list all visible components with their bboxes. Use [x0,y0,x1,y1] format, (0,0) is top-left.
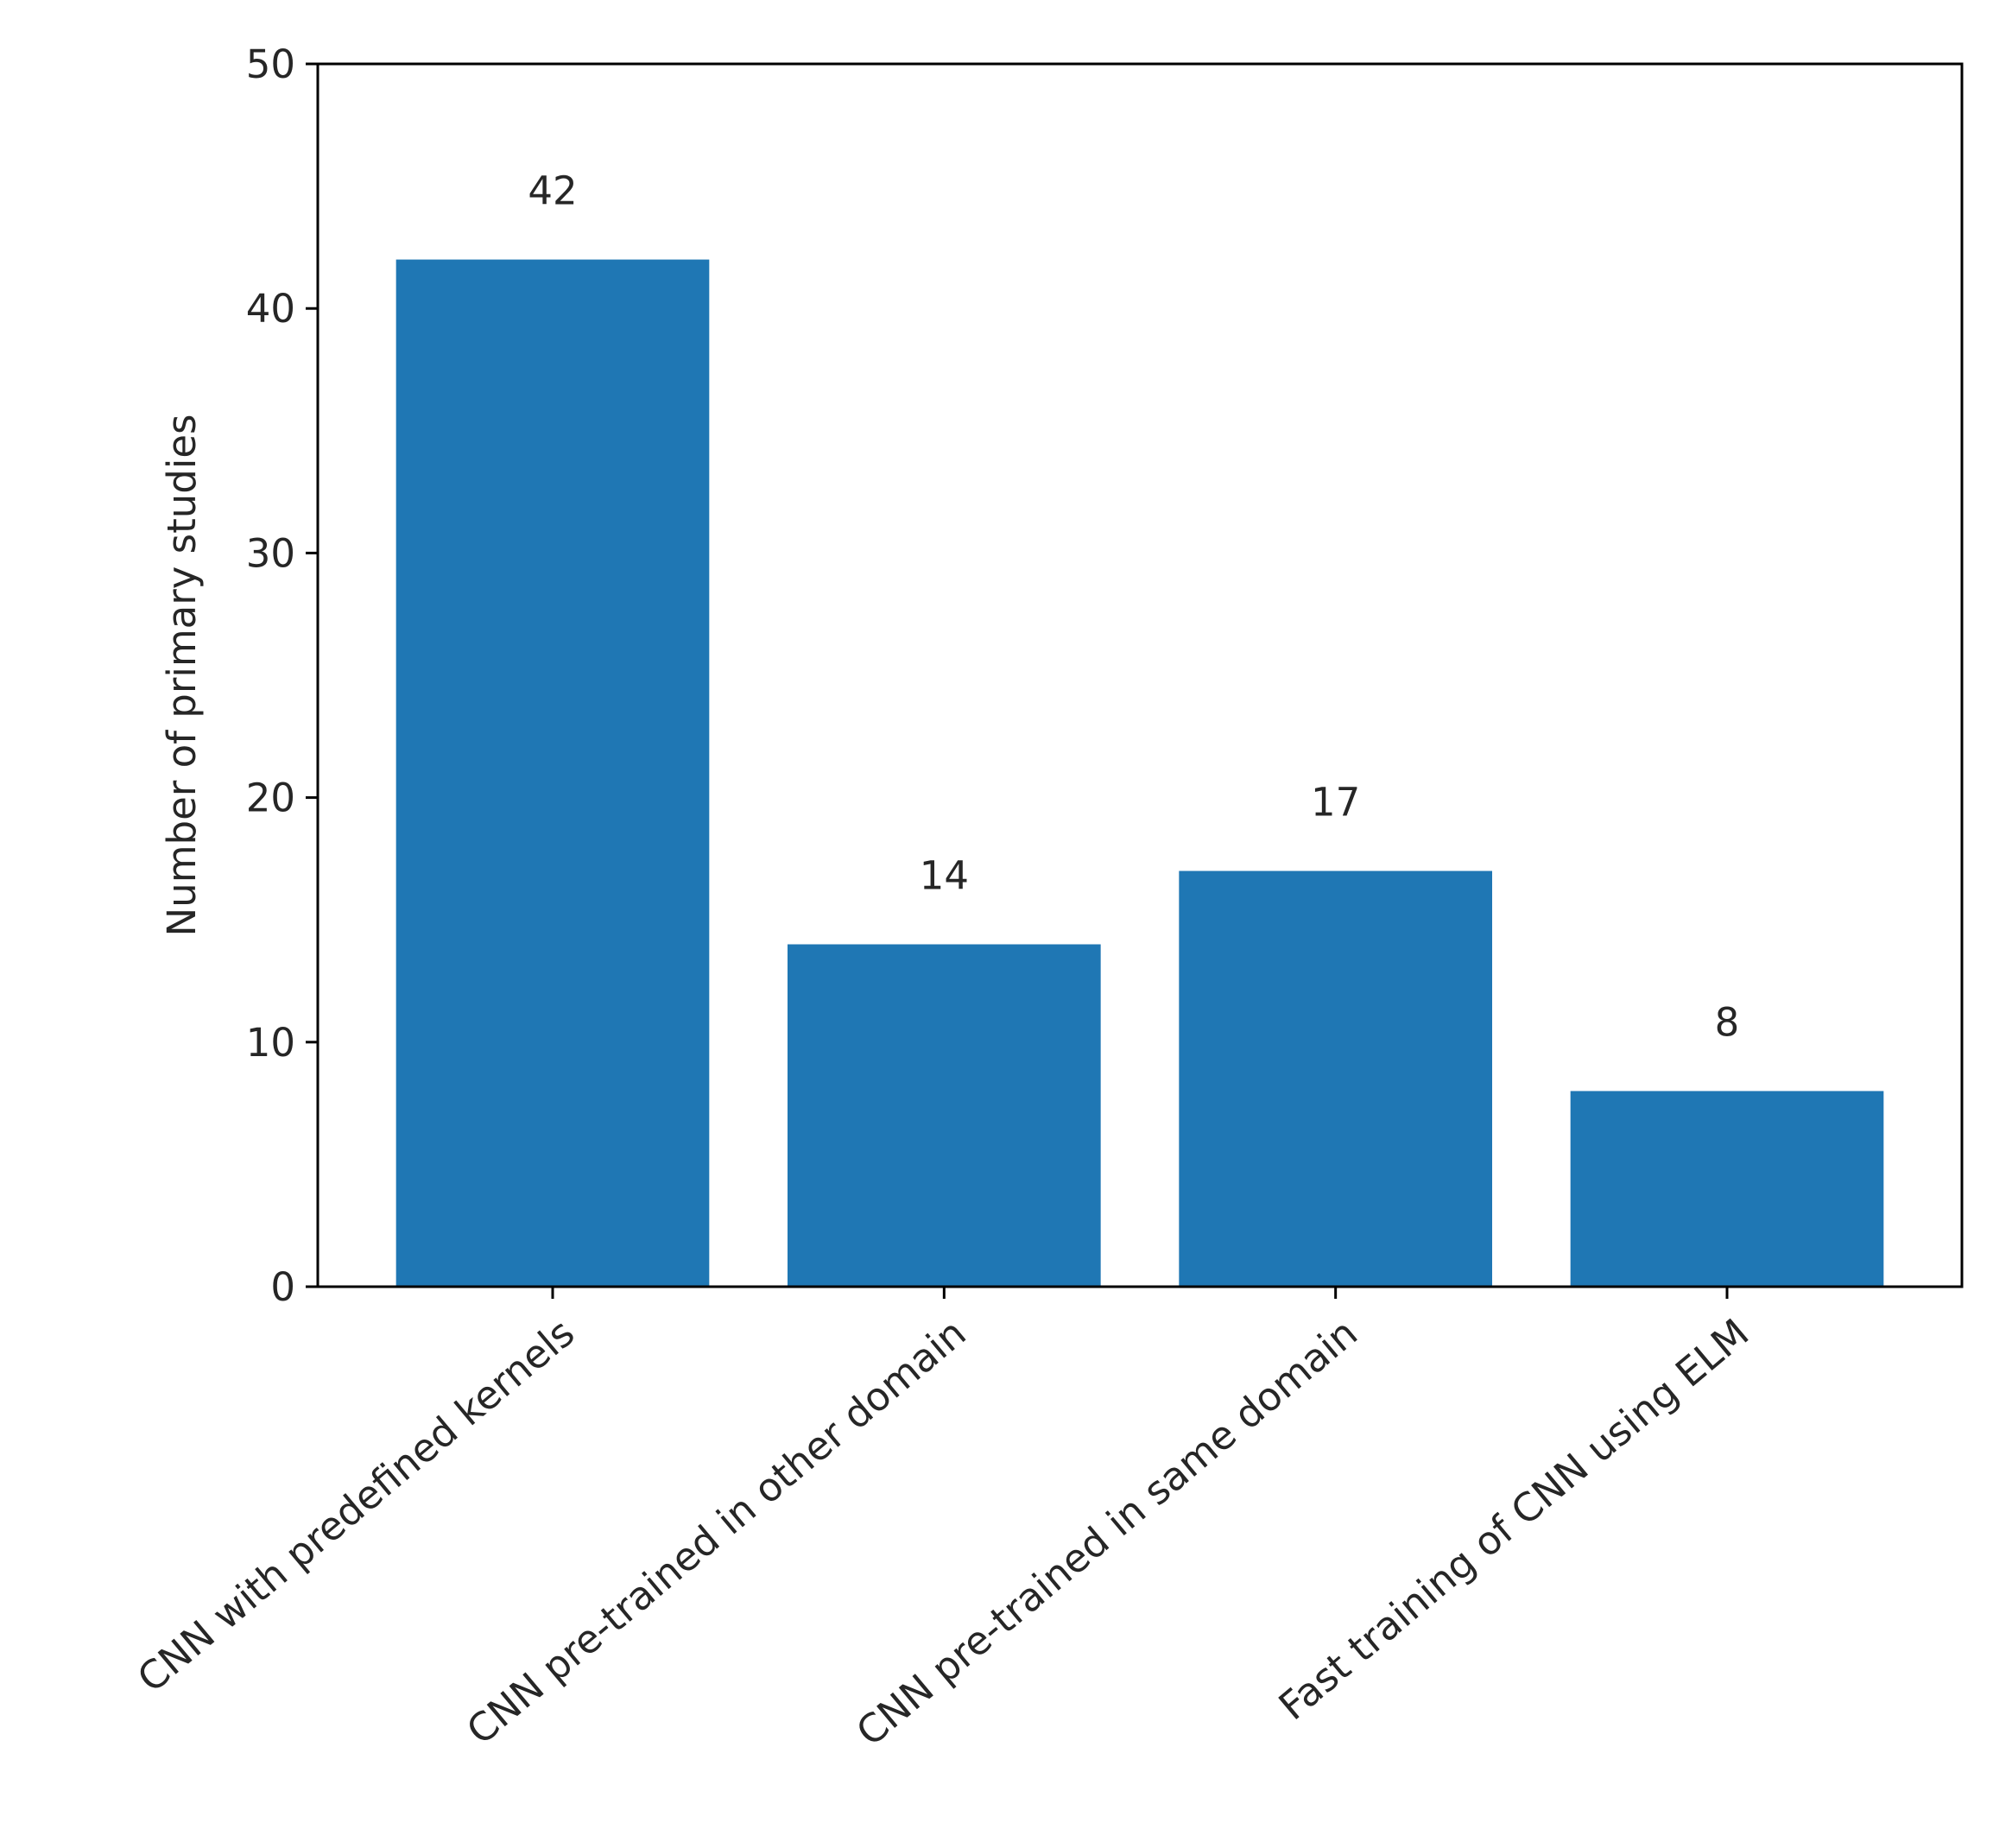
y-tick-label-20: 20 [246,775,295,821]
data-label-1: 42 [528,168,577,214]
x-tick-label-4: Fast training of CNN using ELM [1270,1310,1757,1730]
y-tick-label-0: 0 [270,1264,295,1310]
data-label-4: 8 [1715,999,1740,1045]
y-tick-label-30: 30 [246,530,295,576]
y-tick-label-40: 40 [246,286,295,332]
bar-1 [395,259,710,1287]
data-label-2: 14 [920,853,969,899]
plot-frame [316,62,1964,1288]
bar-4 [1570,1091,1884,1287]
bar-3 [1179,870,1492,1287]
y-tick-label-50: 50 [246,41,295,87]
data-label-3: 17 [1311,780,1360,826]
y-tick-label-10: 10 [246,1020,295,1066]
y-axis: 0 10 20 30 40 50 [246,41,318,1310]
y-axis-title: Number of primary studies [159,415,205,937]
bar-2 [788,944,1101,1287]
data-labels-layer: 42 14 17 8 [528,168,1739,1046]
bars-layer [395,259,1884,1287]
x-tick-label-1: CNN with predefined kernels [129,1310,583,1701]
